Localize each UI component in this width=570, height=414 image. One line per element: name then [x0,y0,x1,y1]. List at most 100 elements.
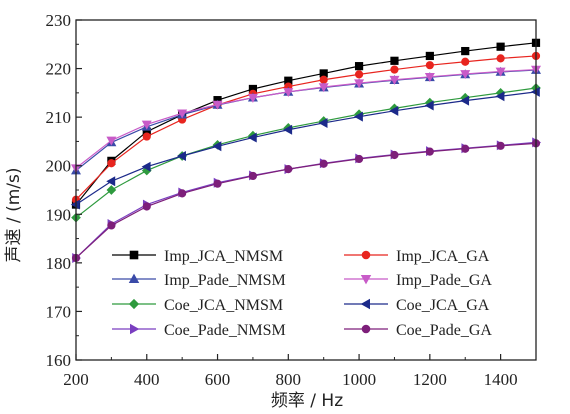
data-point [495,67,506,77]
data-point [460,70,471,80]
series-line [75,142,537,259]
data-point [106,185,117,195]
data-point [318,83,329,93]
series-line [75,55,537,201]
y-tick-label: 170 [46,302,72,321]
data-point [318,117,328,128]
data-point [390,150,399,160]
series-line [75,42,537,205]
legend-label: Imp_Pade_NMSM [164,272,286,289]
legend-item: Coe_JCA_GA [344,297,490,314]
legend-item: Coe_Pade_GA [344,322,492,339]
data-point [390,56,399,65]
data-point [142,202,151,211]
series-line [75,141,537,259]
x-tick-label: 600 [205,370,231,389]
legend-marker [360,275,372,285]
data-point [212,141,222,152]
data-point [107,159,116,168]
data-point [177,109,188,119]
data-point [354,70,364,79]
data-point [284,165,293,174]
data-point [283,88,294,98]
legend-marker [361,324,371,334]
data-point [460,95,470,106]
series-line [75,68,537,169]
series-Imp_Pade_NMSM [71,64,541,175]
series-line [75,87,537,219]
data-point [354,154,364,164]
y-tick-label: 230 [46,11,72,30]
data-point [425,51,434,61]
legend-label: Coe_JCA_NMSM [164,297,283,314]
data-point [283,124,293,135]
data-point [106,136,117,146]
series-Imp_JCA_GA [71,51,541,204]
legend-item: Coe_Pade_NMSM [112,322,286,339]
legend-item: Coe_JCA_NMSM [112,297,283,314]
data-point [212,100,223,110]
series-Coe_Pade_NMSM [72,137,542,263]
axes: 频率 / Hz 声速 / (m/s) 200 400 600 800 1000 1200 1… [4,11,537,411]
data-point [247,93,258,103]
series-Coe_JCA_NMSM [71,83,541,223]
data-point [495,91,505,102]
data-point [424,73,435,82]
legend-label: Imp_JCA_GA [396,248,490,265]
data-point [496,141,505,150]
data-point [319,75,328,84]
legend-marker [361,250,371,260]
x-tick-label: 800 [276,370,302,389]
data-point [176,151,186,161]
y-tick-label: 190 [46,205,72,224]
data-point [141,161,151,172]
data-point [389,105,399,116]
y-tick-label: 220 [46,60,72,79]
data-point [390,65,399,74]
y-tick-label: 210 [46,108,72,127]
data-point [142,132,151,141]
x-tick-label: 1000 [342,370,376,389]
x-tick-label: 200 [63,370,89,389]
data-point [319,159,328,168]
data-point [496,54,505,63]
legend-label: Coe_Pade_GA [396,322,492,339]
data-point [461,144,470,153]
legend-marker [128,298,140,310]
data-point [461,57,470,66]
legend-label: Imp_JCA_NMSM [164,248,283,265]
y-axis-title: 声速 / (m/s) [4,168,24,263]
data-point [141,120,152,130]
legend-item: Imp_JCA_NMSM [112,248,283,265]
data-point [106,176,116,187]
x-tick-label: 1400 [484,370,518,389]
series-line [75,91,537,206]
legend-marker [130,323,140,335]
legend-item: Imp_Pade_GA [344,272,492,289]
data-point [248,171,258,181]
data-point [247,132,257,143]
data-point [354,79,365,89]
legend-marker [128,273,140,283]
legend-label: Coe_JCA_GA [396,297,490,314]
series-Imp_Pade_GA [71,65,541,174]
legend-item: Imp_Pade_NMSM [112,272,286,289]
data-point [354,62,364,71]
data-point [178,189,187,198]
data-point [213,179,222,188]
data-point [425,61,434,70]
y-tick-label: 160 [46,351,72,370]
plot-area [70,38,542,263]
data-point [496,42,505,51]
data-point [353,111,363,122]
x-tick-label: 1200 [413,370,447,389]
legend: Imp_JCA_NMSM Imp_JCA_GA Imp_Pade_NMSM Imp_P… [112,248,492,339]
legend-label: Coe_Pade_NMSM [164,322,286,339]
y-tick-label: 200 [46,157,72,176]
series-Imp_JCA_NMSM [71,38,541,209]
data-point [425,147,434,156]
x-axis-title: 频率 / Hz [271,391,343,411]
data-point [461,46,470,56]
series-Coe_JCA_GA [70,86,540,210]
